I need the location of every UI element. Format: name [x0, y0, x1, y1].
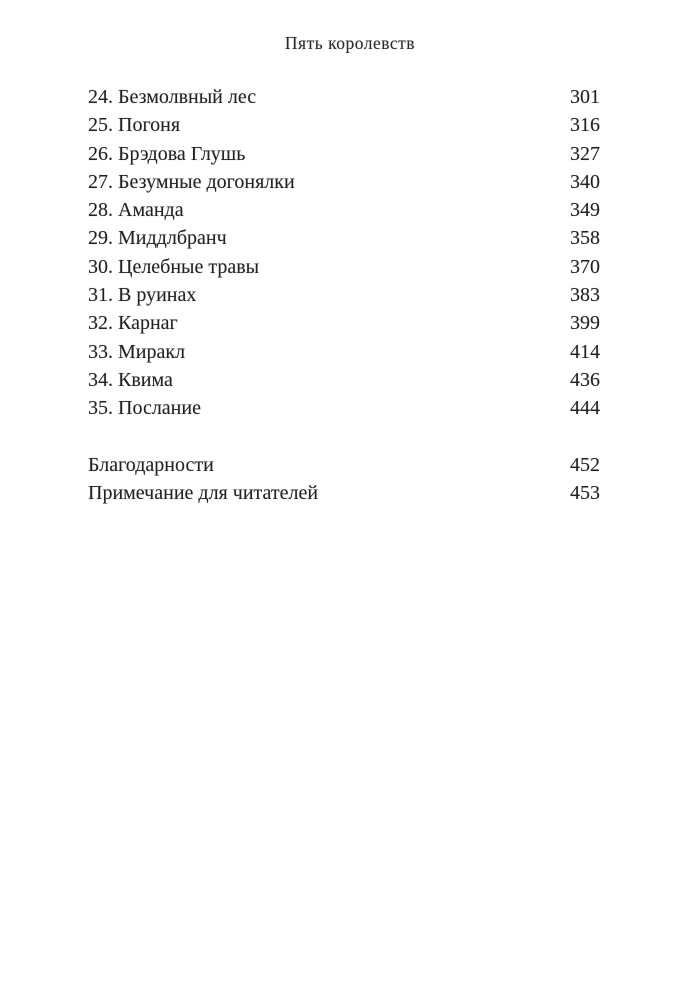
- toc-entry-page: 414: [570, 340, 600, 363]
- toc-entry-label: 28. Аманда: [88, 199, 184, 222]
- toc-entry-page: 349: [570, 199, 600, 222]
- table-of-contents: 24. Безмолвный лес 301 25. Погоня 316 26…: [88, 83, 600, 507]
- toc-entry-page: 383: [570, 284, 600, 307]
- toc-entry: 29. Миддлбранч 358: [88, 224, 600, 252]
- toc-entry: 35. Послание 444: [88, 394, 600, 422]
- section-gap: [88, 423, 600, 451]
- toc-entry-label: Благодарности: [88, 453, 214, 476]
- toc-entry-page: 340: [570, 170, 600, 193]
- toc-entry-label: 33. Миракл: [88, 340, 186, 363]
- toc-entry-page: 358: [570, 227, 600, 250]
- toc-entry-page: 370: [570, 255, 600, 278]
- toc-entry-page: 436: [570, 368, 600, 391]
- toc-entry: 26. Брэдова Глушь 327: [88, 140, 600, 168]
- toc-entry-page: 452: [570, 453, 600, 476]
- toc-entry-page: 453: [570, 482, 600, 505]
- toc-entry-page: 301: [570, 86, 600, 108]
- toc-entry: 30. Целебные травы 370: [88, 253, 600, 281]
- toc-entry-label: 34. Квима: [88, 368, 173, 391]
- running-header-title: Пять королевств: [284, 33, 416, 53]
- toc-entry-label: 29. Миддлбранч: [88, 227, 227, 250]
- toc-entry-label: 26. Брэдова Глушь: [88, 142, 246, 165]
- toc-entry: 33. Миракл 414: [88, 338, 600, 366]
- toc-entry: 32. Карнаг 399: [88, 309, 600, 337]
- toc-entry-label: 32. Карнаг: [88, 312, 178, 335]
- toc-entry-page: 316: [570, 114, 600, 137]
- toc-entry-label: 25. Погоня: [88, 114, 181, 137]
- toc-entry-label: 27. Безумные догонялки: [88, 170, 295, 193]
- toc-entry-page: 399: [570, 312, 600, 335]
- toc-entry: 31. В руинах 383: [88, 281, 600, 309]
- toc-entry: Примечание для читателей 453: [88, 479, 600, 507]
- toc-entry: Благодарности 452: [88, 451, 600, 479]
- toc-entry-label: 24. Безмолвный лес: [88, 86, 257, 108]
- toc-entry-label: 35. Послание: [88, 397, 201, 420]
- toc-entry: 27. Безумные догонялки 340: [88, 168, 600, 196]
- toc-entry-page: 327: [570, 142, 600, 165]
- toc-entry-label: 30. Целебные травы: [88, 255, 260, 278]
- toc-entry: 24. Безмолвный лес 301: [88, 83, 600, 111]
- toc-entry: 25. Погоня 316: [88, 111, 600, 139]
- toc-entry-label: Примечание для читателей: [88, 482, 319, 505]
- toc-entry: 34. Квима 436: [88, 366, 600, 394]
- toc-entry-label: 31. В руинах: [88, 284, 197, 307]
- toc-entry: 28. Аманда 349: [88, 196, 600, 224]
- toc-entry-page: 444: [570, 397, 600, 420]
